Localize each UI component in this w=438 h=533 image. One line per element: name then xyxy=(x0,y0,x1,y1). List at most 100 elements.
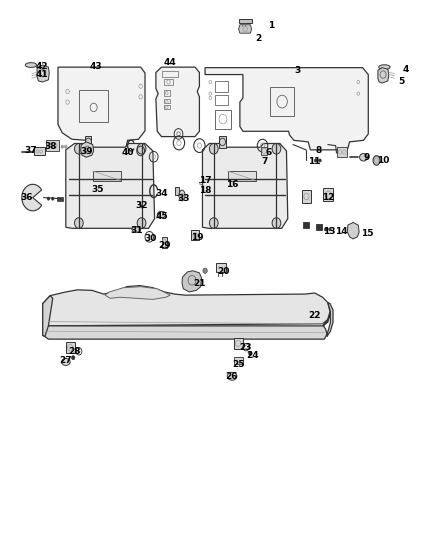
Text: 26: 26 xyxy=(225,372,237,381)
Text: 44: 44 xyxy=(164,59,177,67)
Bar xyxy=(164,79,173,85)
Text: 20: 20 xyxy=(217,268,230,276)
Text: 31: 31 xyxy=(130,227,142,236)
Polygon shape xyxy=(327,303,333,336)
Polygon shape xyxy=(43,286,330,326)
Polygon shape xyxy=(378,68,389,83)
Bar xyxy=(302,190,311,203)
Circle shape xyxy=(209,217,218,228)
Circle shape xyxy=(64,145,67,148)
Text: 42: 42 xyxy=(35,62,48,70)
Polygon shape xyxy=(347,222,359,239)
Bar xyxy=(79,90,109,122)
Bar xyxy=(164,100,170,103)
Text: 15: 15 xyxy=(361,229,373,238)
Circle shape xyxy=(324,228,327,231)
Bar xyxy=(215,110,231,128)
Bar xyxy=(93,171,121,181)
Bar xyxy=(57,197,63,201)
Ellipse shape xyxy=(61,359,70,366)
Polygon shape xyxy=(156,67,199,136)
Bar xyxy=(219,136,226,148)
Text: 29: 29 xyxy=(158,241,170,250)
Text: 34: 34 xyxy=(155,189,168,198)
Bar xyxy=(216,263,226,272)
Text: 5: 5 xyxy=(399,77,405,86)
Text: 36: 36 xyxy=(21,193,33,202)
Bar xyxy=(239,19,252,22)
Text: 17: 17 xyxy=(199,176,212,185)
Text: 16: 16 xyxy=(226,180,238,189)
Ellipse shape xyxy=(157,212,166,217)
Text: 19: 19 xyxy=(191,233,204,242)
Ellipse shape xyxy=(179,190,185,201)
Text: 2: 2 xyxy=(255,34,261,43)
Text: 24: 24 xyxy=(247,351,259,360)
Bar xyxy=(175,187,179,196)
Text: 4: 4 xyxy=(403,64,410,74)
Bar xyxy=(336,147,347,157)
Bar xyxy=(215,81,228,92)
Text: 37: 37 xyxy=(25,147,37,156)
Wedge shape xyxy=(22,184,42,211)
Circle shape xyxy=(272,217,281,228)
Bar xyxy=(270,87,294,116)
Text: 11: 11 xyxy=(308,157,321,166)
Circle shape xyxy=(319,159,321,162)
Text: 10: 10 xyxy=(377,156,390,165)
Text: 18: 18 xyxy=(199,186,211,195)
Polygon shape xyxy=(205,68,368,150)
Text: 43: 43 xyxy=(90,62,102,70)
Text: 27: 27 xyxy=(60,356,72,365)
Text: 1: 1 xyxy=(268,21,274,30)
Bar xyxy=(234,357,243,364)
Text: 30: 30 xyxy=(144,234,156,243)
Bar xyxy=(162,237,167,248)
Bar xyxy=(66,342,74,353)
Text: 3: 3 xyxy=(294,66,300,75)
Text: 8: 8 xyxy=(316,147,322,156)
Polygon shape xyxy=(37,65,49,82)
Circle shape xyxy=(47,197,49,200)
Bar xyxy=(164,91,170,96)
Text: 28: 28 xyxy=(68,347,81,356)
Circle shape xyxy=(51,197,54,200)
Circle shape xyxy=(328,228,331,231)
Bar xyxy=(162,71,178,77)
Ellipse shape xyxy=(379,64,390,69)
Polygon shape xyxy=(66,143,155,228)
Text: 23: 23 xyxy=(240,343,252,352)
Polygon shape xyxy=(58,67,145,150)
Ellipse shape xyxy=(360,154,367,161)
Bar xyxy=(34,147,45,155)
Circle shape xyxy=(74,217,83,228)
Text: 6: 6 xyxy=(266,148,272,157)
Circle shape xyxy=(137,143,146,154)
Circle shape xyxy=(209,143,218,154)
Text: 32: 32 xyxy=(135,201,148,210)
Text: 35: 35 xyxy=(92,185,104,194)
Polygon shape xyxy=(105,287,170,300)
Ellipse shape xyxy=(227,372,237,380)
Text: 33: 33 xyxy=(177,194,190,203)
Text: 41: 41 xyxy=(35,70,48,79)
Circle shape xyxy=(137,217,146,228)
Ellipse shape xyxy=(25,63,37,67)
Ellipse shape xyxy=(132,227,141,232)
Polygon shape xyxy=(43,314,330,339)
Polygon shape xyxy=(182,271,201,292)
Bar xyxy=(46,140,59,151)
Polygon shape xyxy=(81,142,94,157)
Text: 9: 9 xyxy=(364,154,370,163)
Circle shape xyxy=(249,351,252,356)
Bar xyxy=(215,95,228,106)
Bar xyxy=(261,147,267,155)
Circle shape xyxy=(272,143,281,154)
Bar xyxy=(316,224,322,230)
Polygon shape xyxy=(43,296,53,336)
Circle shape xyxy=(71,356,75,360)
Text: 12: 12 xyxy=(321,193,334,202)
Text: 22: 22 xyxy=(308,311,321,320)
Text: 45: 45 xyxy=(155,212,168,221)
Bar xyxy=(323,188,333,201)
